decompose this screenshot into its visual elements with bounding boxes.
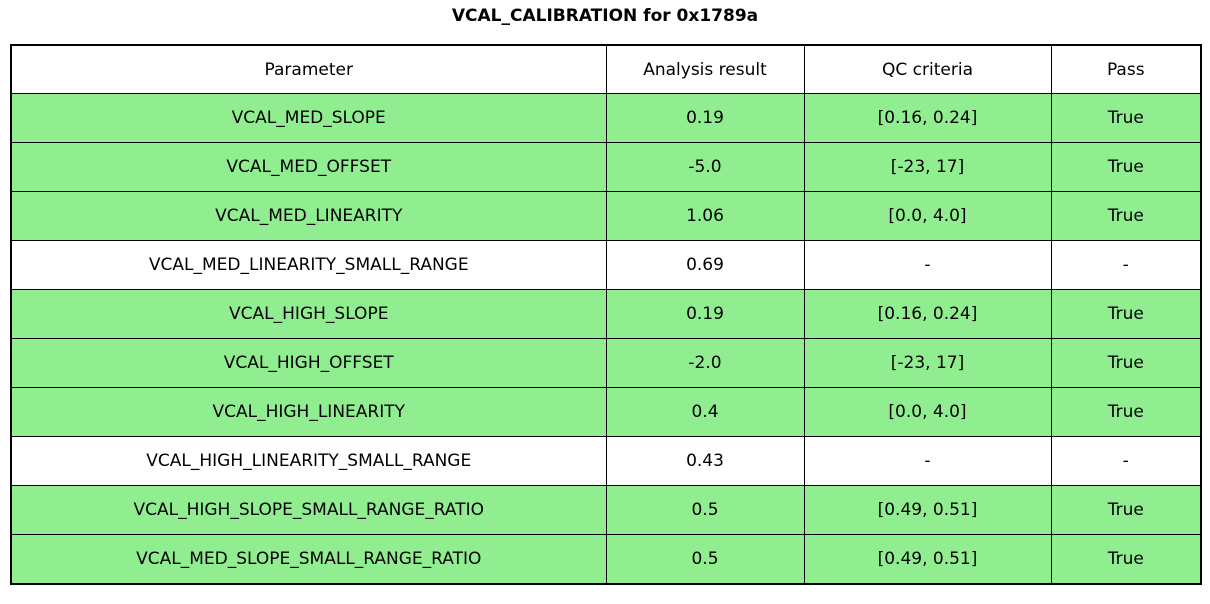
table-row: VCAL_MED_LINEARITY_SMALL_RANGE 0.69- -	[10, 240, 1202, 290]
qc-results-table: Parameter Analysis result QC criteria Pa…	[10, 44, 1202, 585]
parameter-cell: VCAL_HIGH_LINEARITY_SMALL_RANGE	[10, 436, 607, 486]
table-row: VCAL_MED_SLOPE_SMALL_RANGE_RATIO 0.5 [0.49…	[10, 534, 1202, 585]
qc-criteria-cell: [0.0, 4.0]	[803, 191, 1052, 241]
table-row: VCAL_HIGH_LINEARITY 0.4 [0.0, 4.0] True	[10, 387, 1202, 437]
table-row: VCAL_HIGH_SLOPE_SMALL_RANGE_RATIO 0.5 [0.4…	[10, 485, 1202, 535]
column-header-qc-criteria: QC criteria	[803, 44, 1052, 94]
parameter-cell: VCAL_HIGH_OFFSET	[10, 338, 607, 388]
parameter-cell: VCAL_HIGH_SLOPE	[10, 289, 607, 339]
parameter-cell: VCAL_MED_LINEARITY	[10, 191, 607, 241]
table-row: VCAL_HIGH_LINEARITY_SMALL_RANGE 0.43- -	[10, 436, 1202, 486]
analysis-result-cell: 0.19	[605, 289, 805, 339]
parameter-cell: VCAL_MED_LINEARITY_SMALL_RANGE	[10, 240, 607, 290]
parameter-cell: VCAL_MED_OFFSET	[10, 142, 607, 192]
analysis-result-cell: 0.5	[605, 485, 805, 535]
parameter-cell: VCAL_HIGH_SLOPE_SMALL_RANGE_RATIO	[10, 485, 607, 535]
qc-criteria-cell: -	[803, 240, 1052, 290]
pass-cell: True	[1050, 387, 1202, 437]
table-row: VCAL_MED_LINEARITY 1.06 [0.0, 4.0] True	[10, 191, 1202, 241]
table-header-row: Parameter Analysis result QC criteria Pa…	[10, 44, 1202, 94]
parameter-cell: VCAL_MED_SLOPE	[10, 93, 607, 143]
table-row: VCAL_HIGH_SLOPE 0.19 [0.16, 0.24] True	[10, 289, 1202, 339]
table-row: VCAL_HIGH_OFFSET -2.0 [-23, 17] True	[10, 338, 1202, 388]
qc-criteria-cell: [0.16, 0.24]	[803, 289, 1052, 339]
pass-cell: True	[1050, 338, 1202, 388]
parameter-cell: VCAL_HIGH_LINEARITY	[10, 387, 607, 437]
analysis-result-cell: 1.06	[605, 191, 805, 241]
analysis-result-cell: 0.19	[605, 93, 805, 143]
pass-cell: True	[1050, 142, 1202, 192]
table-row: VCAL_MED_OFFSET -5.0 [-23, 17] True	[10, 142, 1202, 192]
qc-criteria-cell: [0.0, 4.0]	[803, 387, 1052, 437]
pass-cell: True	[1050, 534, 1202, 585]
pass-cell: -	[1050, 240, 1202, 290]
analysis-result-cell: 0.5	[605, 534, 805, 585]
qc-criteria-cell: [0.49, 0.51]	[803, 485, 1052, 535]
qc-criteria-cell: -	[803, 436, 1052, 486]
table-row: VCAL_MED_SLOPE 0.19 [0.16, 0.24] True	[10, 93, 1202, 143]
analysis-result-cell: 0.69	[605, 240, 805, 290]
pass-cell: True	[1050, 485, 1202, 535]
column-header-analysis-result: Analysis result	[605, 44, 805, 94]
qc-criteria-cell: [0.16, 0.24]	[803, 93, 1052, 143]
pass-cell: -	[1050, 436, 1202, 486]
qc-criteria-cell: [-23, 17]	[803, 142, 1052, 192]
parameter-cell: VCAL_MED_SLOPE_SMALL_RANGE_RATIO	[10, 534, 607, 585]
column-header-pass: Pass	[1050, 44, 1202, 94]
analysis-result-cell: -5.0	[605, 142, 805, 192]
qc-criteria-cell: [-23, 17]	[803, 338, 1052, 388]
pass-cell: True	[1050, 289, 1202, 339]
analysis-result-cell: 0.43	[605, 436, 805, 486]
page-title: VCAL_CALIBRATION for 0x1789a	[451, 6, 759, 26]
analysis-result-cell: -2.0	[605, 338, 805, 388]
pass-cell: True	[1050, 191, 1202, 241]
table-body: VCAL_MED_SLOPE 0.19 [0.16, 0.24] True VCAL_M…	[10, 93, 1202, 585]
analysis-result-cell: 0.4	[605, 387, 805, 437]
pass-cell: True	[1050, 93, 1202, 143]
column-header-parameter: Parameter	[10, 44, 607, 94]
qc-criteria-cell: [0.49, 0.51]	[803, 534, 1052, 585]
